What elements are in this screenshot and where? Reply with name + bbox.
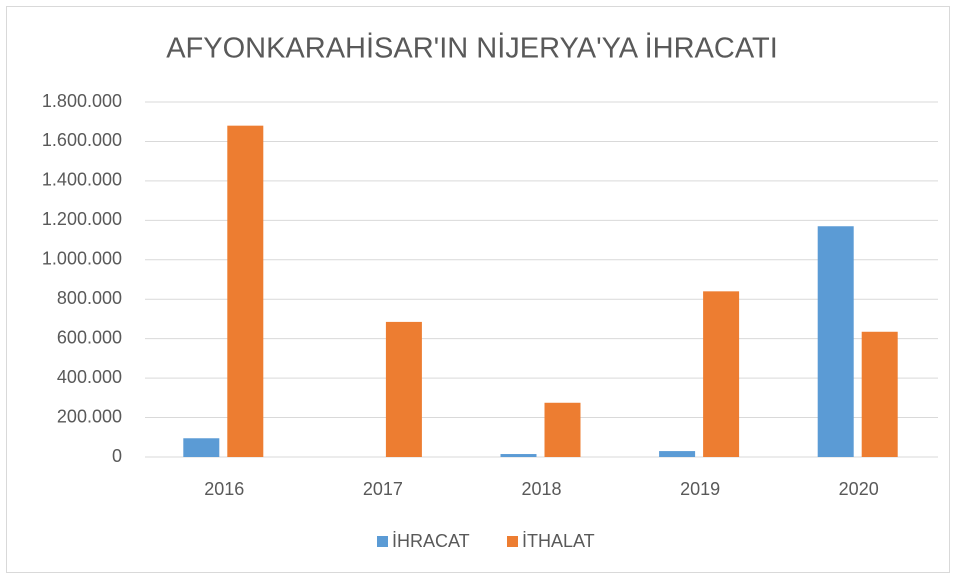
y-tick-label: 400.000 — [57, 367, 122, 387]
bar — [544, 402, 581, 457]
bar — [817, 226, 854, 457]
y-tick-label: 1.000.000 — [42, 249, 122, 269]
bar — [227, 125, 264, 458]
chart-border — [6, 6, 950, 573]
y-tick-label: 800.000 — [57, 288, 122, 308]
bar — [659, 451, 696, 457]
bar — [385, 321, 422, 457]
x-tick-label: 2018 — [521, 479, 561, 499]
bar — [500, 454, 537, 457]
legend-swatch — [507, 536, 518, 547]
y-tick-label: 1.200.000 — [42, 209, 122, 229]
y-tick-label: 1.400.000 — [42, 170, 122, 190]
legend-swatch — [377, 536, 388, 547]
bar — [861, 331, 898, 457]
x-tick-label: 2017 — [363, 479, 403, 499]
bar — [703, 291, 740, 457]
y-tick-label: 0 — [112, 446, 122, 466]
x-tick-label: 2016 — [204, 479, 244, 499]
legend-label: İTHALAT — [522, 531, 595, 551]
legend-label: İHRACAT — [392, 531, 470, 551]
chart-title: AFYONKARAHİSAR'IN NİJERYA'YA İHRACATI — [166, 32, 778, 65]
y-tick-label: 1.600.000 — [42, 130, 122, 150]
y-tick-label: 600.000 — [57, 327, 122, 347]
x-tick-label: 2019 — [680, 479, 720, 499]
y-tick-label: 200.000 — [57, 406, 122, 426]
y-tick-label: 1.800.000 — [42, 91, 122, 111]
bar — [183, 438, 220, 457]
x-tick-label: 2020 — [839, 479, 879, 499]
